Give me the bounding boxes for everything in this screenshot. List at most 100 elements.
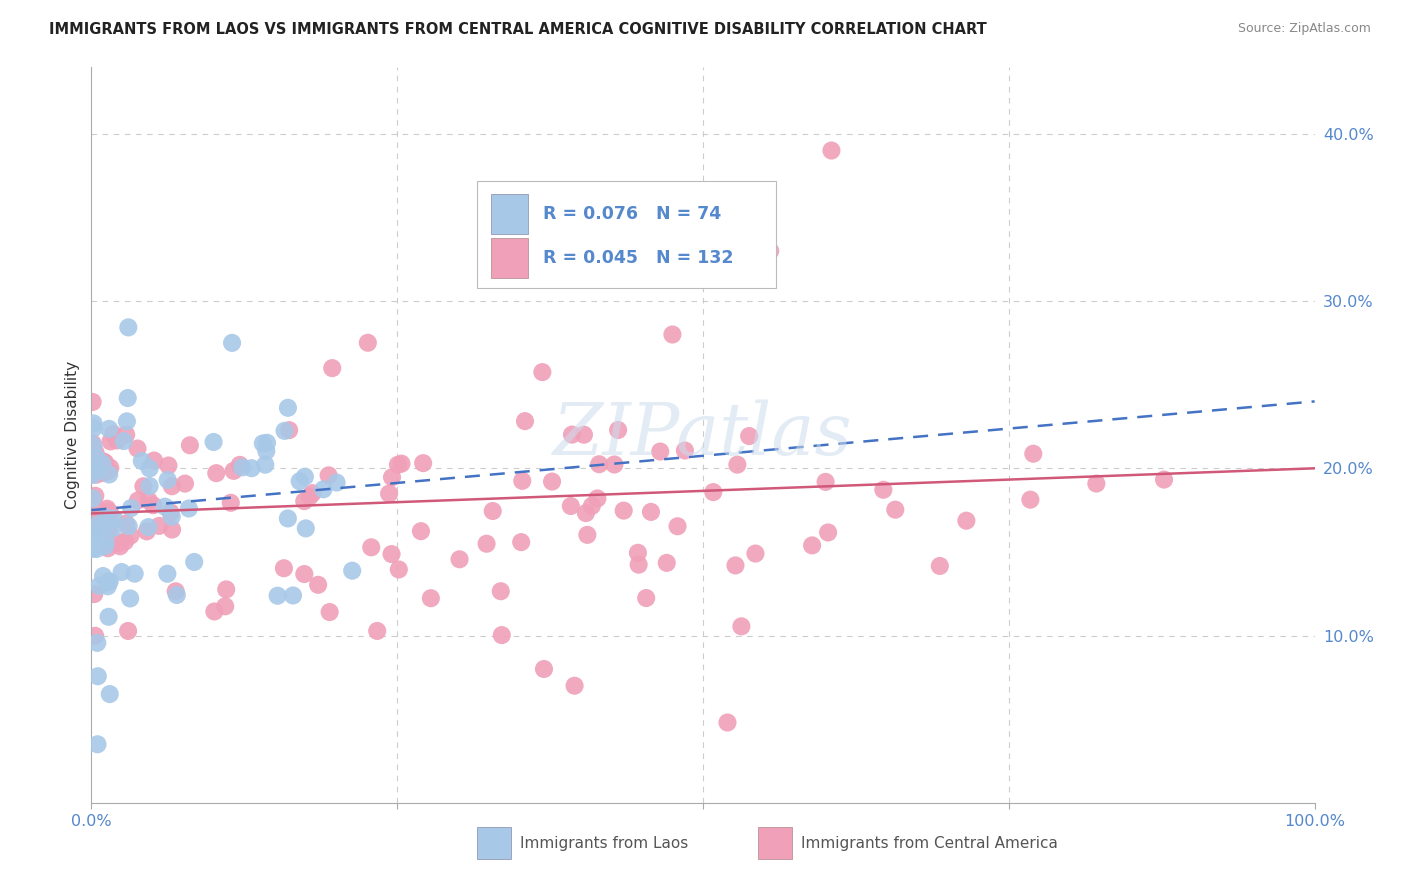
Point [83, 417, 105, 431]
Point [98, 467, 121, 482]
Point [84, 629, 107, 643]
Point [730, 619, 752, 633]
Point [98, 422, 121, 436]
Point [318, 468, 340, 483]
Point [475, 537, 498, 551]
Point [148, 519, 170, 533]
Point [98, 574, 121, 589]
Point [86, 636, 108, 650]
Point [564, 679, 586, 693]
Point [153, 500, 176, 514]
Point [100, 434, 122, 449]
Point [1022, 447, 1045, 461]
Point [160, 479, 183, 493]
Point [655, 556, 678, 570]
Point [82, 541, 104, 556]
Point [82, 537, 104, 551]
Point [240, 461, 263, 475]
Point [588, 457, 610, 471]
Point [214, 599, 236, 614]
Point [89, 503, 111, 517]
Point [179, 438, 201, 452]
Point [294, 521, 316, 535]
Point [93, 466, 115, 480]
Point [84, 489, 107, 503]
Point [138, 520, 160, 534]
Point [380, 547, 402, 561]
Point [222, 464, 245, 478]
Point [298, 490, 321, 504]
Point [82, 509, 104, 524]
Point [541, 475, 564, 489]
Point [97, 575, 120, 590]
Point [115, 516, 138, 531]
Point [872, 483, 894, 497]
Bar [491, 238, 529, 278]
Point [419, 591, 441, 606]
Point [89, 579, 111, 593]
Point [613, 503, 636, 517]
Point [666, 519, 689, 533]
Point [86, 541, 108, 556]
Point [84, 445, 107, 459]
Point [575, 506, 598, 520]
Point [640, 505, 662, 519]
Point [321, 361, 343, 376]
Point [820, 144, 842, 158]
Point [759, 244, 782, 258]
Point [156, 566, 179, 581]
Point [86, 464, 108, 478]
Point [256, 435, 278, 450]
Point [281, 589, 304, 603]
Text: Immigrants from Laos: Immigrants from Laos [520, 836, 688, 851]
Point [82, 395, 104, 409]
Point [127, 493, 149, 508]
Point [278, 423, 301, 437]
Point [572, 427, 595, 442]
Point [183, 555, 205, 569]
Point [174, 476, 197, 491]
Point [533, 662, 555, 676]
Point [90, 521, 112, 535]
Point [98, 460, 121, 475]
Point [131, 454, 153, 468]
Point [105, 434, 128, 448]
Point [112, 434, 135, 448]
Point [1019, 492, 1042, 507]
Point [702, 485, 724, 500]
Point [561, 427, 583, 442]
Text: Immigrants from Central America: Immigrants from Central America [801, 836, 1057, 851]
Point [103, 512, 125, 526]
Point [378, 486, 401, 500]
Point [277, 401, 299, 415]
Point [1153, 473, 1175, 487]
Point [96, 510, 118, 524]
Point [673, 443, 696, 458]
Point [98, 524, 121, 538]
Text: R = 0.045   N = 132: R = 0.045 N = 132 [543, 249, 734, 268]
Point [266, 589, 288, 603]
Point [166, 588, 188, 602]
Point [366, 624, 388, 638]
Point [160, 523, 183, 537]
Point [814, 475, 837, 489]
Point [510, 474, 533, 488]
Point [277, 511, 299, 525]
Point [391, 457, 413, 471]
Point [83, 439, 105, 453]
Point [115, 427, 138, 442]
Point [135, 524, 157, 539]
Point [229, 458, 252, 472]
Point [91, 457, 114, 471]
Bar [477, 827, 510, 860]
Point [513, 414, 536, 428]
Point [318, 605, 340, 619]
Point [103, 521, 125, 535]
Y-axis label: Cognitive Disability: Cognitive Disability [65, 360, 80, 509]
Point [82, 436, 104, 450]
Point [97, 505, 120, 519]
Point [86, 737, 108, 751]
Point [724, 558, 747, 573]
Point [138, 461, 160, 475]
Bar [758, 827, 793, 860]
